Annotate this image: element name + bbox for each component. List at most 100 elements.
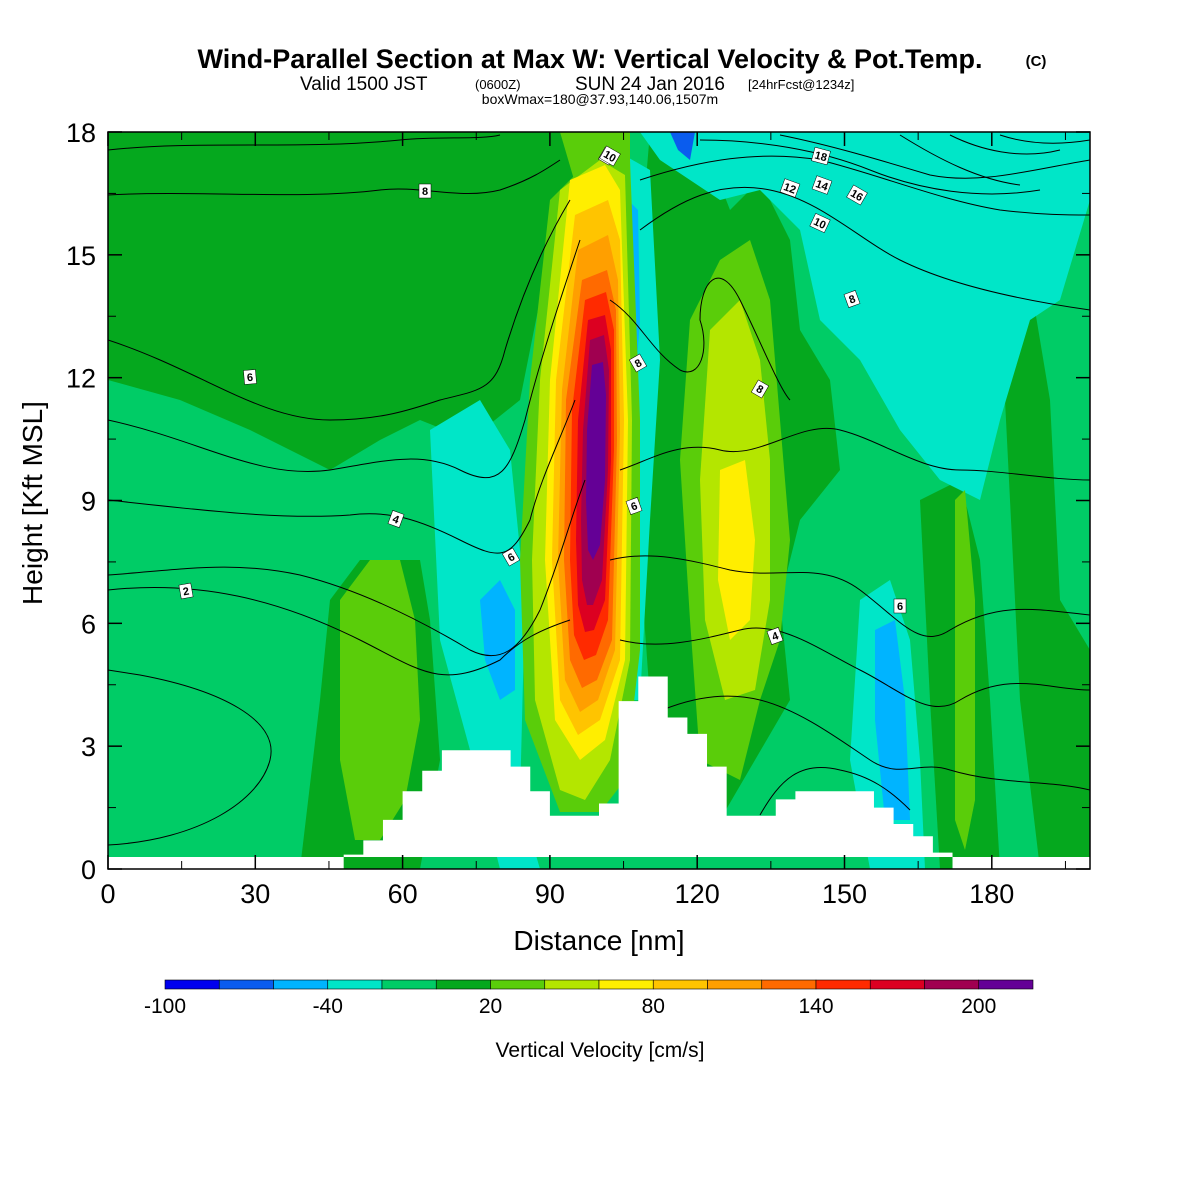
chart-subtitle-date: SUN 24 Jan 2016 xyxy=(575,74,725,95)
colorbar-swatch xyxy=(381,979,437,990)
contour-label-4a: 4 xyxy=(387,510,405,528)
field-region-lightgreen-lower-left xyxy=(340,560,420,840)
theta-contour-line xyxy=(609,277,791,401)
colorbar-swatch xyxy=(164,979,220,990)
theta-contour-line xyxy=(108,669,272,846)
theta-contour-line xyxy=(699,139,1041,195)
contour-label-10b: 10 xyxy=(809,212,831,234)
y-tick-label: 6 xyxy=(81,609,96,639)
svg-text:4: 4 xyxy=(391,513,402,527)
contour-label-2: 2 xyxy=(178,582,194,600)
theta-contour-line xyxy=(639,155,1090,216)
x-tick-label: 150 xyxy=(822,879,867,909)
colorbar-swatch xyxy=(544,979,600,990)
colorbar-swatch xyxy=(218,979,274,990)
theta-contour-labels: 2 4 4 6 6 6 6 8 8 8 8 8 10 10 12 14 16 1… xyxy=(178,145,907,645)
theta-contour-line xyxy=(108,199,571,421)
colorbar-swatch xyxy=(598,979,654,990)
y-axis-label: Height [Kft MSL] xyxy=(17,401,48,605)
contour-label-8d: 8 xyxy=(843,290,861,308)
theta-contour-line xyxy=(619,427,1090,481)
field-region-blue-top xyxy=(670,132,695,160)
chart-title-suffix: (C) xyxy=(1026,53,1047,70)
contour-label-8b: 8 xyxy=(628,353,648,373)
colorbar-swatch xyxy=(815,979,871,990)
colorbar-tick-label: 80 xyxy=(642,995,665,1018)
y-tick-label: 12 xyxy=(66,364,96,394)
theta-contour-line xyxy=(108,239,581,479)
colorbar-swatch xyxy=(435,979,491,990)
plot-area xyxy=(108,132,1090,869)
colorbar-labels: -100 -40 20 80 140 200 xyxy=(144,995,996,1018)
svg-text:10: 10 xyxy=(601,149,618,166)
chart-subtitle-utc: (0600Z) xyxy=(475,77,521,92)
svg-text:14: 14 xyxy=(814,178,830,194)
terrain xyxy=(108,676,1090,869)
x-tick-label: 30 xyxy=(240,879,270,909)
colorbar-swatch xyxy=(652,979,708,990)
updraft-band-10 xyxy=(586,362,606,560)
svg-text:6: 6 xyxy=(897,601,903,613)
theta-contours xyxy=(108,134,1090,846)
field-region-far-right xyxy=(1000,280,1090,869)
svg-text:16: 16 xyxy=(848,188,865,205)
theta-contour-line xyxy=(619,627,1090,708)
svg-text:6: 6 xyxy=(247,372,254,384)
colorbar-swatch xyxy=(869,979,925,990)
field-region-yellow-right xyxy=(718,460,755,640)
colorbar-swatch xyxy=(978,979,1034,990)
theta-contour-line xyxy=(609,555,1090,637)
svg-text:8: 8 xyxy=(422,186,428,198)
svg-text:8: 8 xyxy=(847,293,857,306)
svg-text:2: 2 xyxy=(182,586,190,599)
x-tick-label: 120 xyxy=(675,879,720,909)
svg-text:4: 4 xyxy=(770,630,781,644)
theta-contour-line xyxy=(639,186,1090,311)
theta-contour-line xyxy=(779,134,1090,179)
field-region-blue-left xyxy=(480,580,515,700)
theta-contour-line xyxy=(639,695,1090,791)
colorbar-title: Vertical Velocity [cm/s] xyxy=(496,1039,705,1062)
svg-text:8: 8 xyxy=(633,357,644,370)
colorbar-swatch xyxy=(924,979,980,990)
chart-subtitle-valid: Valid 1500 JST xyxy=(300,74,428,95)
x-tick-label: 0 xyxy=(100,879,115,909)
y-axis: 0 3 6 9 12 15 18 xyxy=(66,118,1090,885)
chart-subtitle-box: boxWmax=180@37.93,140.06,1507m xyxy=(482,91,718,107)
theta-contour-line xyxy=(759,766,911,816)
x-tick-label: 180 xyxy=(969,879,1014,909)
contour-label-18: 18 xyxy=(811,146,831,166)
contour-label-12: 12 xyxy=(779,178,801,198)
field-region-blue-right xyxy=(875,620,910,820)
contour-label-16: 16 xyxy=(846,184,868,206)
svg-text:10: 10 xyxy=(811,216,827,232)
contour-label-4b: 4 xyxy=(766,627,784,645)
svg-text:6: 6 xyxy=(629,500,639,513)
colorbar-swatch xyxy=(761,979,817,990)
colorbar-tick-label: 140 xyxy=(798,995,833,1018)
y-tick-label: 3 xyxy=(81,732,96,762)
colorbar-swatch xyxy=(490,979,546,990)
contour-label-10a: 10 xyxy=(599,145,621,167)
contour-label-8c: 8 xyxy=(750,379,770,399)
x-tick-label: 60 xyxy=(388,879,418,909)
field-region-upper-left xyxy=(108,132,600,470)
colorbar-swatch xyxy=(273,979,329,990)
theta-contour-line xyxy=(108,479,586,657)
colorbar-tick-label: 20 xyxy=(479,995,502,1018)
y-tick-label: 15 xyxy=(66,241,96,271)
colorbar-swatch xyxy=(707,979,763,990)
svg-text:6: 6 xyxy=(506,551,517,564)
x-axis: 0 30 60 90 120 150 180 xyxy=(100,132,1066,909)
field-region-cyan-upper-right xyxy=(640,132,1090,500)
contour-label-14: 14 xyxy=(811,175,833,195)
colorbar xyxy=(164,979,1034,990)
contour-label-6d: 6 xyxy=(893,598,907,614)
theta-contour-line xyxy=(899,134,1021,186)
theta-contour-line xyxy=(999,134,1090,144)
field-region-lightgreen-far-right xyxy=(955,490,975,850)
theta-contour-line xyxy=(949,134,1061,155)
y-tick-label: 9 xyxy=(81,487,96,517)
svg-text:8: 8 xyxy=(754,383,765,396)
